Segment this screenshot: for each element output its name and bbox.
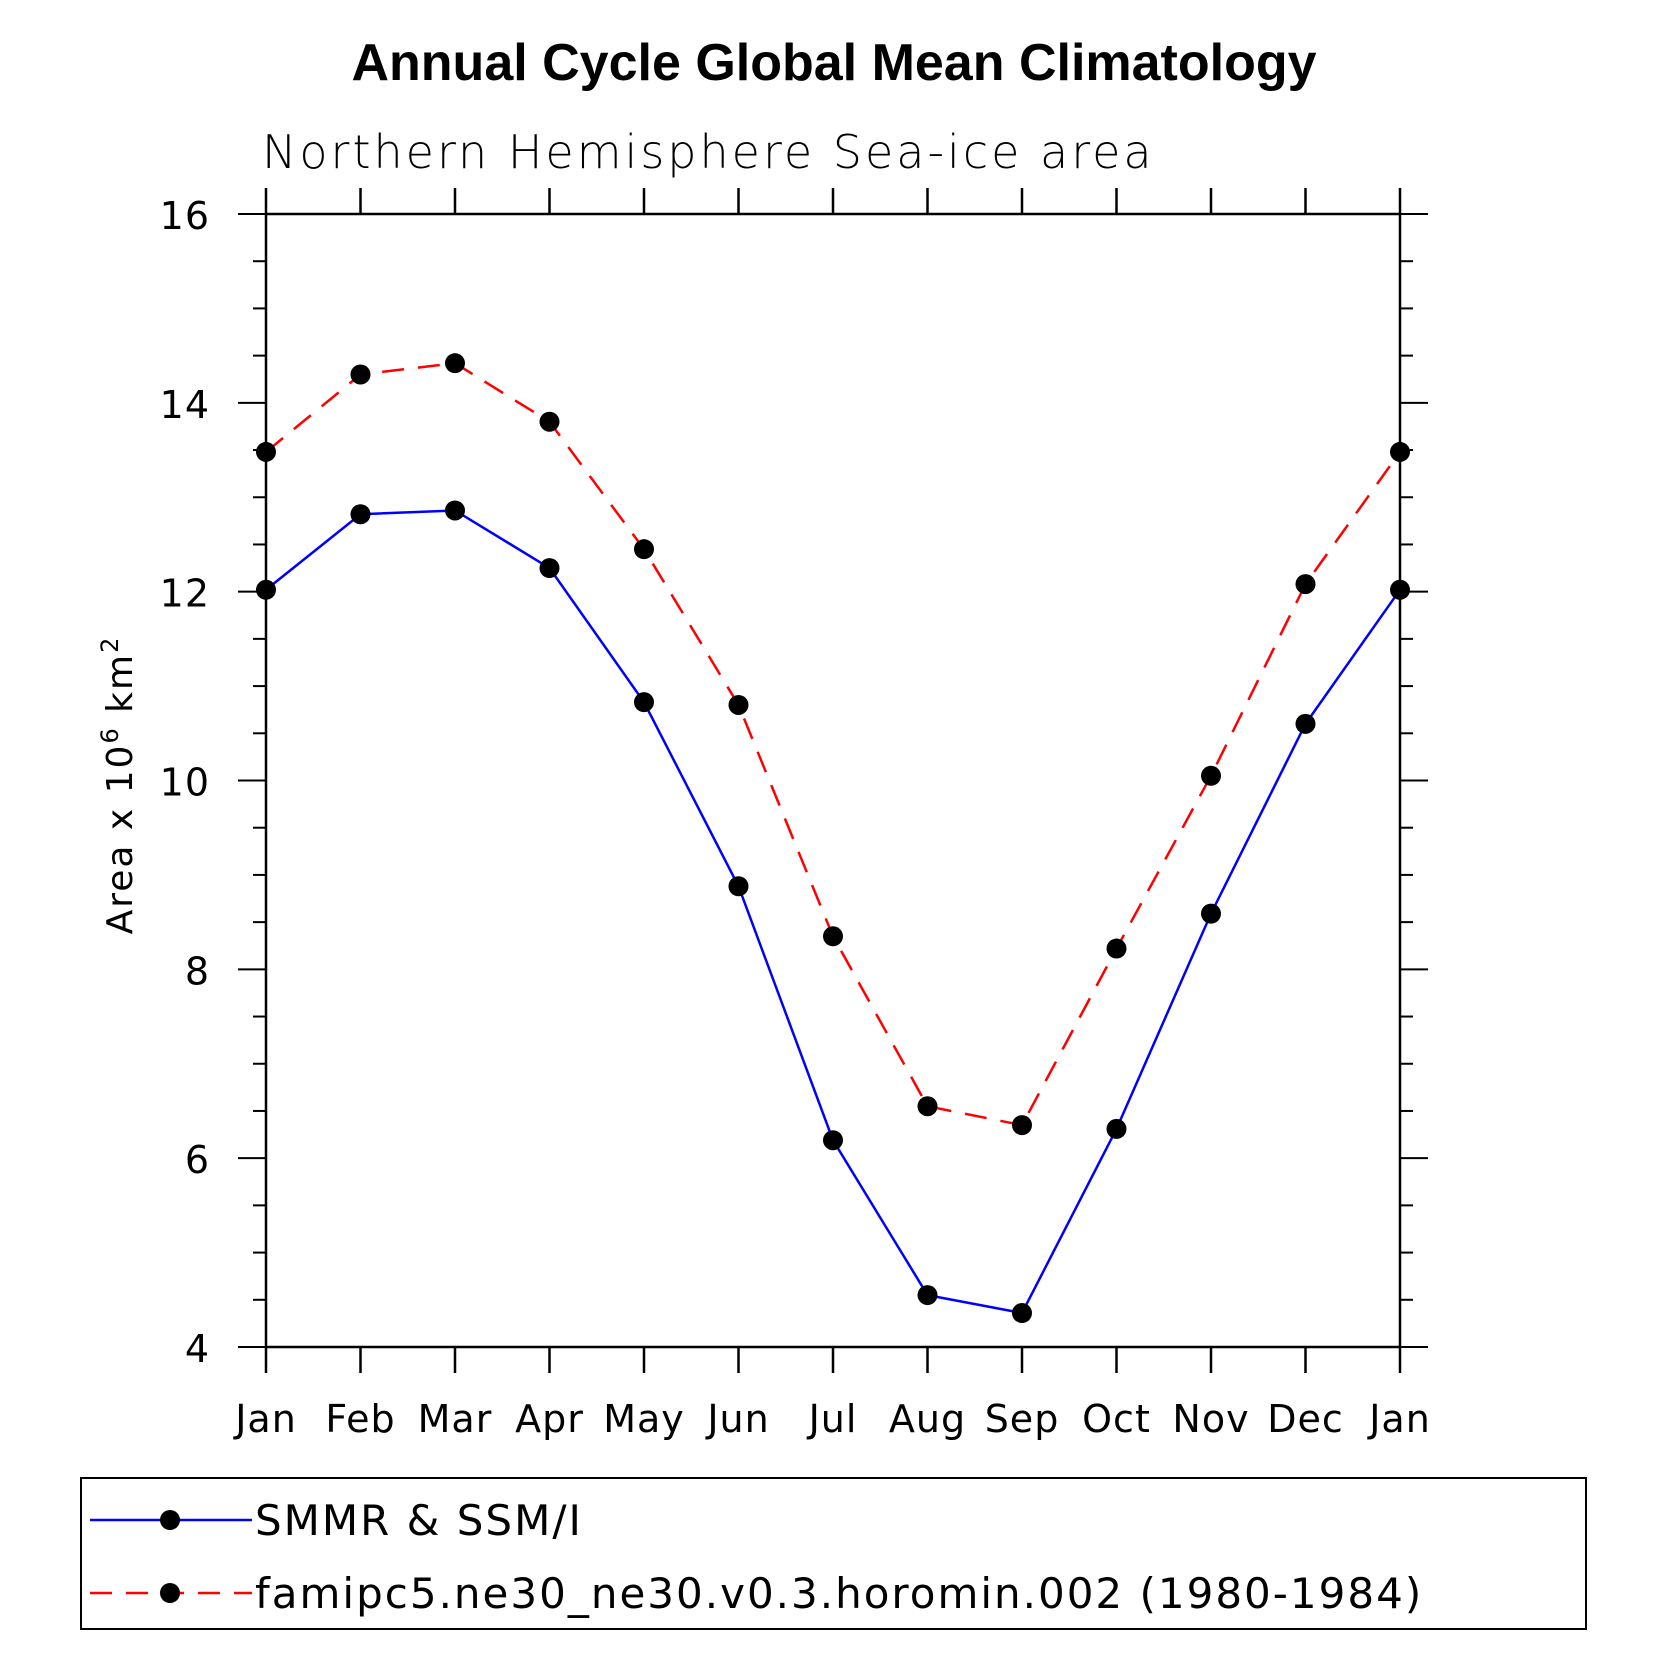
data-point: [1012, 1115, 1032, 1136]
data-point: [445, 353, 465, 374]
y-tick-label: 16: [160, 194, 210, 238]
data-point: [1106, 1118, 1127, 1139]
x-tick-label: Apr: [515, 1397, 584, 1441]
data-point: [634, 692, 654, 713]
svg-text:Area x 106 km2: Area x 106 km2: [96, 636, 141, 935]
chart-subtitle: Northern Hemisphere Sea-ice area: [262, 125, 1155, 179]
y-tick-label: 8: [185, 949, 210, 993]
legend-item-2: famipc5.ne30_ne30.v0.3.horomin.002 (1980…: [90, 1569, 1423, 1618]
data-point: [1106, 938, 1127, 959]
legend-label: SMMR & SSM/I: [255, 1496, 583, 1545]
legend-marker: [160, 1583, 180, 1603]
y-tick-label: 6: [185, 1138, 210, 1182]
x-tick-label: May: [603, 1397, 685, 1441]
data-point: [634, 539, 654, 560]
series-1: [256, 500, 1410, 1324]
data-point: [539, 411, 560, 432]
y-axis-label-unit: km: [100, 653, 141, 713]
x-tick-label: Jul: [807, 1397, 858, 1441]
data-point: [350, 504, 371, 525]
tick-labels: Jan Feb Mar Apr May Jun Jul Aug Sep Oct Nov Dec Jan 4…: [160, 194, 1431, 1441]
axis-ticks: [238, 188, 1428, 1373]
y-axis-label: Area x 106 km2: [96, 636, 141, 935]
data-point: [1295, 574, 1316, 595]
data-point: [1295, 713, 1316, 734]
x-tick-label: Jan: [1367, 1397, 1431, 1441]
data-point: [823, 1130, 843, 1151]
y-tick-label: 14: [160, 383, 210, 427]
y-axis-label-exponent: 6: [96, 726, 124, 743]
data-point: [350, 364, 371, 385]
legend-item-1: SMMR & SSM/I: [90, 1496, 583, 1545]
x-tick-label: Dec: [1267, 1397, 1344, 1441]
series-line-2: [265, 361, 1402, 1127]
plot-frame: [264, 212, 1402, 1349]
series-2: [256, 353, 1410, 1136]
y-tick-label: 4: [185, 1327, 210, 1371]
y-axis-label-text: Area x 10: [100, 744, 141, 935]
x-tick-label: Feb: [325, 1397, 395, 1441]
data-point: [1201, 765, 1221, 786]
x-tick-label: Jan: [233, 1397, 297, 1441]
data-point: [1201, 903, 1221, 924]
data-point: [728, 876, 749, 897]
x-tick-label: Jun: [705, 1397, 769, 1441]
x-tick-label: Aug: [889, 1397, 966, 1441]
x-tick-label: Nov: [1172, 1397, 1249, 1441]
data-point: [445, 500, 465, 521]
y-tick-label: 10: [160, 761, 210, 805]
x-tick-label: Mar: [418, 1397, 493, 1441]
data-point: [1012, 1303, 1032, 1324]
data-point: [728, 694, 749, 715]
data-point: [823, 926, 843, 947]
series-layer: [256, 353, 1410, 1324]
y-tick-label: 12: [160, 572, 210, 616]
series-line-1: [265, 509, 1402, 1315]
legend-label: famipc5.ne30_ne30.v0.3.horomin.002 (1980…: [255, 1569, 1423, 1618]
chart-title: Annual Cycle Global Mean Climatology: [351, 34, 1316, 92]
data-point: [539, 558, 560, 579]
legend-box: [80, 1477, 1587, 1630]
x-tick-label: Sep: [985, 1397, 1060, 1441]
data-point: [917, 1096, 938, 1117]
legend: SMMR & SSM/I famipc5.ne30_ne30.v0.3.horom…: [80, 1477, 1587, 1630]
x-tick-label: Oct: [1082, 1397, 1151, 1441]
y-axis-label-unit-exponent: 2: [96, 636, 124, 653]
data-point: [917, 1285, 938, 1306]
legend-marker: [160, 1510, 180, 1530]
